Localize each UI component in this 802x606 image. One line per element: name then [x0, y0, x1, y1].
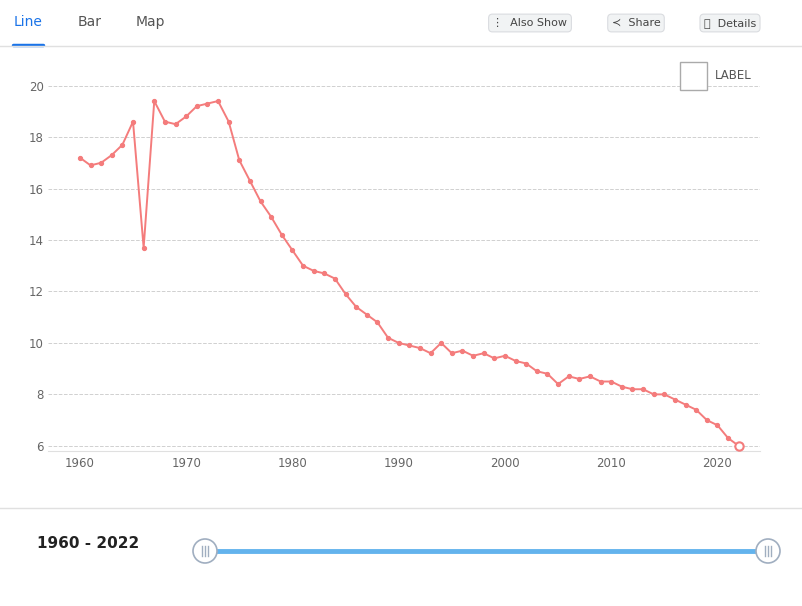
Text: ≺  Share: ≺ Share — [611, 18, 659, 28]
Text: ⓘ  Details: ⓘ Details — [703, 18, 755, 28]
Text: (2022): (2022) — [761, 538, 796, 548]
Text: LABEL: LABEL — [715, 69, 751, 82]
Text: Bar: Bar — [78, 15, 102, 29]
Text: ⋮  Also Show: ⋮ Also Show — [492, 18, 567, 28]
Text: 1960 - 2022: 1960 - 2022 — [37, 536, 139, 551]
Circle shape — [755, 539, 779, 563]
Circle shape — [192, 539, 217, 563]
Text: Line: Line — [14, 15, 43, 29]
FancyBboxPatch shape — [679, 62, 706, 90]
Text: Map: Map — [135, 15, 164, 29]
Text: 6: 6 — [773, 568, 783, 582]
Text: JP: JP — [773, 510, 784, 522]
